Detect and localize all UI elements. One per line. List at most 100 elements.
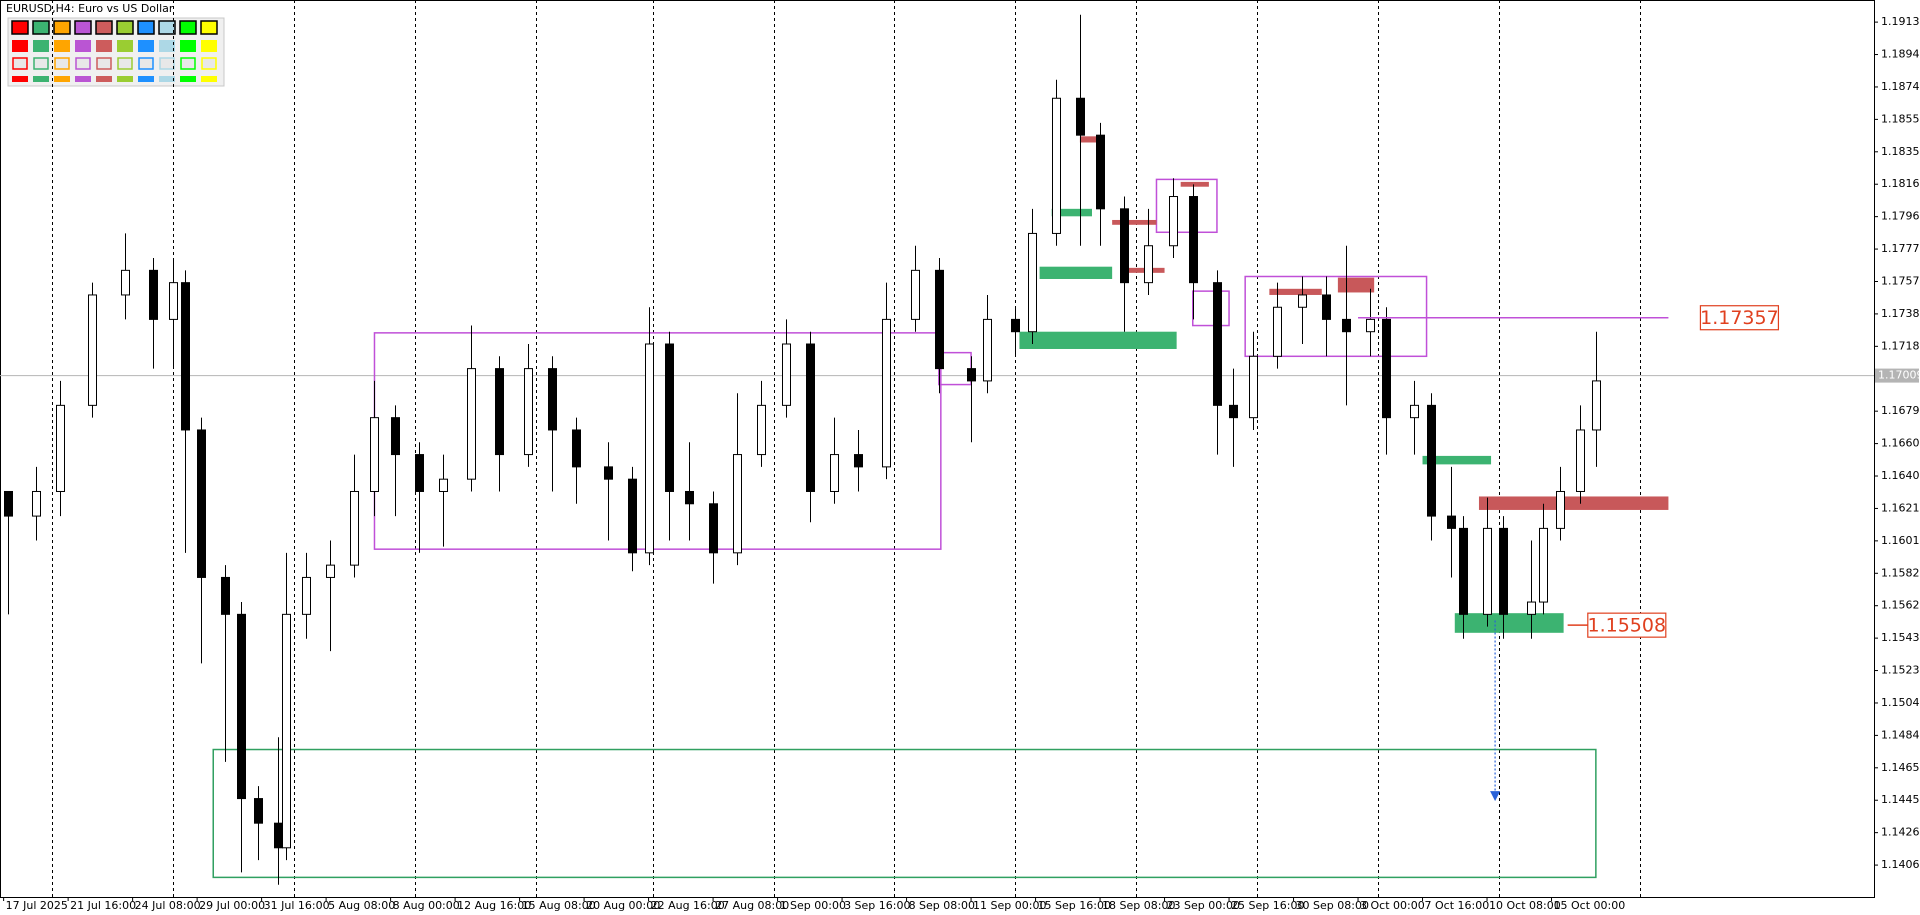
candle-body	[911, 269, 920, 320]
candle-body	[1213, 282, 1222, 406]
candle-body	[1120, 208, 1129, 284]
swatch	[201, 57, 217, 70]
candle-body	[370, 417, 379, 492]
swatch	[159, 40, 175, 52]
swatch	[12, 40, 28, 52]
swatch	[75, 57, 91, 70]
swatch	[12, 76, 28, 82]
level-bar	[1079, 136, 1101, 143]
candle-body	[1527, 601, 1536, 615]
x-tick-label: 15 Sep 16:00	[1038, 899, 1111, 912]
candle-body	[1382, 318, 1391, 419]
swatch	[74, 20, 92, 35]
swatch	[96, 57, 112, 70]
level-bar	[1454, 613, 1564, 633]
candle-body	[237, 613, 246, 800]
swatch	[32, 20, 50, 35]
candle-body	[439, 478, 448, 492]
y-tick-label: 1.14650	[1881, 761, 1920, 774]
candle-body	[1052, 97, 1061, 234]
swatch	[137, 20, 155, 35]
candle-body	[572, 429, 581, 468]
swatch	[158, 20, 176, 35]
swatch	[180, 40, 196, 52]
swatch	[138, 76, 154, 82]
swatch	[54, 76, 70, 82]
candle-body	[350, 490, 359, 566]
candle-body	[1447, 515, 1456, 529]
candle-body	[983, 318, 992, 382]
color-panel	[7, 17, 225, 87]
candle-body	[121, 269, 130, 296]
swatch	[33, 57, 49, 70]
y-tick-label: 1.16795	[1881, 404, 1920, 417]
swatch	[138, 40, 154, 52]
zone	[1192, 290, 1230, 327]
swatch	[201, 76, 217, 82]
candle-body	[326, 564, 335, 578]
swatch	[159, 76, 175, 82]
candle-body	[391, 417, 400, 456]
candle-body	[733, 454, 742, 554]
swatch	[75, 40, 91, 52]
y-tick-label: 1.16210	[1881, 501, 1920, 514]
candle-body	[149, 269, 158, 320]
candle-body	[782, 343, 791, 406]
level-bar	[1422, 455, 1492, 465]
y-tick-label: 1.17770	[1881, 242, 1920, 255]
x-tick-label: 23 Sep 00:00	[1167, 899, 1240, 912]
x-tick-label: 3 Sep 16:00	[844, 899, 910, 912]
level-label-box	[1587, 612, 1667, 638]
candle-body	[1539, 527, 1548, 603]
x-tick-label: 25 Sep 16:00	[1231, 899, 1304, 912]
swatch	[75, 76, 91, 82]
candle-body	[1169, 196, 1178, 247]
swatch	[12, 57, 28, 70]
x-tick-label: 21 Jul 16:00	[70, 899, 136, 912]
candle-body	[645, 343, 654, 554]
swatch	[53, 20, 71, 35]
candle-body	[1342, 318, 1351, 333]
candle-body	[882, 318, 891, 468]
x-tick-label: 18 Sep 08:00	[1102, 899, 1175, 912]
x-tick-label: 5 Aug 08:00	[328, 899, 395, 912]
y-tick-label: 1.15430	[1881, 631, 1920, 644]
candle-body	[935, 269, 944, 370]
candle-body	[524, 368, 533, 456]
x-tick-label: 12 Aug 16:00	[457, 899, 531, 912]
candle-body	[197, 429, 206, 578]
y-tick-label: 1.15235	[1881, 664, 1920, 677]
x-tick-label: 31 Jul 16:00	[264, 899, 330, 912]
y-tick-label: 1.14455	[1881, 793, 1920, 806]
level-bar	[1180, 181, 1209, 187]
chart-title: EURUSD,H4: Euro vs US Dollar	[6, 2, 174, 15]
swatch	[159, 57, 175, 70]
level-bar	[1112, 219, 1157, 225]
current-price-label: 1.17009	[1878, 369, 1920, 382]
candle-body	[1592, 380, 1601, 431]
candle-body	[181, 282, 190, 431]
candle-body	[830, 454, 839, 492]
candle-body	[495, 368, 504, 456]
y-tick-label: 1.14260	[1881, 826, 1920, 839]
y-tick-label: 1.14065	[1881, 858, 1920, 871]
candle-body	[1273, 306, 1282, 357]
y-tick-label: 1.15040	[1881, 696, 1920, 709]
x-tick-label: 15 Oct 00:00	[1554, 899, 1626, 912]
y-tick-label: 1.18940	[1881, 48, 1920, 61]
level-bar	[1019, 331, 1177, 349]
level-label: 1.15508	[1588, 615, 1667, 637]
candle-body	[548, 368, 557, 431]
candle-body	[757, 404, 766, 456]
candle-body	[1028, 232, 1037, 333]
level-bar	[1039, 266, 1113, 279]
swatch	[138, 57, 154, 70]
y-tick-label: 1.18550	[1881, 112, 1920, 125]
y-tick-label: 1.17965	[1881, 210, 1920, 223]
swatch	[180, 57, 196, 70]
x-tick-label: 8 Aug 00:00	[393, 899, 460, 912]
candle-body	[56, 404, 65, 492]
candle-body	[467, 368, 476, 480]
